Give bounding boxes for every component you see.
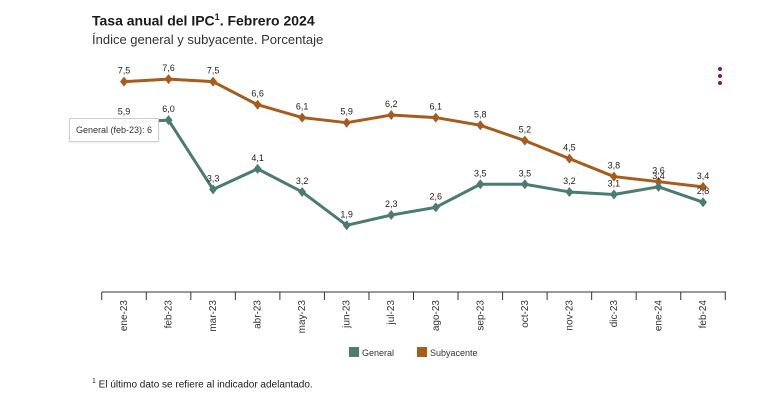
data-label: 3,2 [563,176,576,186]
data-label: 6,6 [251,89,264,99]
data-point[interactable] [209,76,218,87]
data-point[interactable] [565,186,574,197]
data-point[interactable] [520,135,529,146]
data-label: 4,5 [563,143,576,153]
x-tick-label: abr-23 [253,300,264,329]
data-point[interactable] [699,197,707,208]
x-tick-label: ago-23 [431,300,442,332]
data-label: 7,6 [162,63,175,73]
data-point[interactable] [253,99,262,110]
legend-item-subyacente[interactable]: Subyacente [417,347,478,358]
data-point[interactable] [476,179,485,190]
data-point[interactable] [342,220,351,231]
x-tick-label: oct-23 [520,300,531,328]
legend-swatch [349,347,359,357]
data-point[interactable] [565,153,574,164]
data-point[interactable] [431,112,440,123]
x-tick-label: sep-23 [475,300,486,331]
x-tick-label: jun-23 [342,300,353,329]
data-label: 5,8 [474,109,487,119]
data-label: 6,0 [162,104,175,114]
data-point[interactable] [209,184,218,195]
data-point[interactable] [164,74,173,85]
x-axis-tick-labels: ene-23 feb-23 mar-23 abr-23 may-23 jun-23 jul-… [119,300,709,334]
x-tick-label: may-23 [297,300,308,334]
menu-dot-icon [718,74,722,78]
data-label: 3,4 [697,171,710,181]
data-label: 3,4 [652,171,665,181]
series-subyacente: 7,5 7,6 7,56,66,15,96,2 6,15,85,24,53,83,63… [118,63,710,192]
x-tick-label: feb-23 [164,300,175,329]
legend[interactable]: General Subyacente [349,347,478,358]
x-tick-label: mar-23 [208,300,219,332]
footnote: 1 El último dato se refiere al indicador… [92,378,313,391]
data-label: 3,3 [207,173,220,183]
data-point[interactable] [609,171,618,182]
data-label: 2,3 [385,199,398,209]
data-point[interactable] [654,181,663,192]
data-point[interactable] [699,181,707,192]
x-tick-label: dic-23 [609,300,620,328]
series-layer: 7,5 7,6 7,56,66,15,96,2 6,15,85,24,53,83,63… [118,63,710,231]
data-label: 7,5 [207,66,220,76]
data-point[interactable] [476,120,485,131]
data-point[interactable] [342,117,351,128]
legend-label: Subyacente [430,348,478,358]
data-label: 3,1 [608,179,621,189]
legend-label: General [362,348,394,358]
data-label: 6,2 [385,99,398,109]
legend-swatch [417,347,427,357]
data-label: 1,9 [340,209,353,219]
data-point[interactable] [431,202,440,213]
data-point[interactable] [387,110,396,120]
data-label: 5,9 [340,107,353,117]
x-tick-label: feb-24 [698,300,709,329]
data-label: 3,5 [519,168,532,178]
chart-title: Tasa anual del IPC1. Febrero 2024 [92,12,315,29]
data-point[interactable] [654,176,663,187]
chart-menu-button[interactable] [713,66,727,88]
data-label: 4,1 [251,153,264,163]
data-label: 2,6 [430,191,443,201]
menu-dot-icon [718,81,722,85]
x-tick-label: ene-24 [653,300,664,332]
chart-tooltip: General (feb-23): 6 [69,118,160,142]
data-label: 7,5 [118,66,131,76]
series-line [123,77,704,189]
x-tick-label: ene-23 [119,300,130,332]
series-general: 5,9 6,0 3,3 4,1 3,2 1,9 2,3 2,6 3,5 3,5 3,2 3,1 3,4 2… [118,104,710,231]
data-label: 3,2 [296,176,309,186]
data-point[interactable] [253,163,262,174]
data-label: 3,5 [474,168,487,178]
x-axis-ticks [101,292,726,300]
data-label: 2,8 [697,186,710,196]
data-point[interactable] [609,189,618,200]
data-label: 3,6 [652,166,665,176]
data-label: 6,1 [296,102,309,112]
chart-subtitle: Índice general y subyacente. Porcentaje [92,32,324,47]
data-label: 5,9 [118,107,131,117]
menu-dot-icon [718,67,722,71]
data-point[interactable] [387,210,396,221]
data-point[interactable] [298,112,307,123]
data-point[interactable] [520,179,529,190]
x-tick-label: jul-23 [386,300,397,326]
legend-item-general[interactable]: General [349,347,394,358]
data-label: 3,8 [608,161,621,171]
x-tick-label: nov-23 [564,300,575,331]
data-label: 6,1 [430,102,443,112]
data-point[interactable] [164,115,173,126]
data-point[interactable] [120,76,128,87]
series-line [123,118,704,227]
data-label: 5,2 [519,125,532,135]
data-point[interactable] [298,186,307,197]
